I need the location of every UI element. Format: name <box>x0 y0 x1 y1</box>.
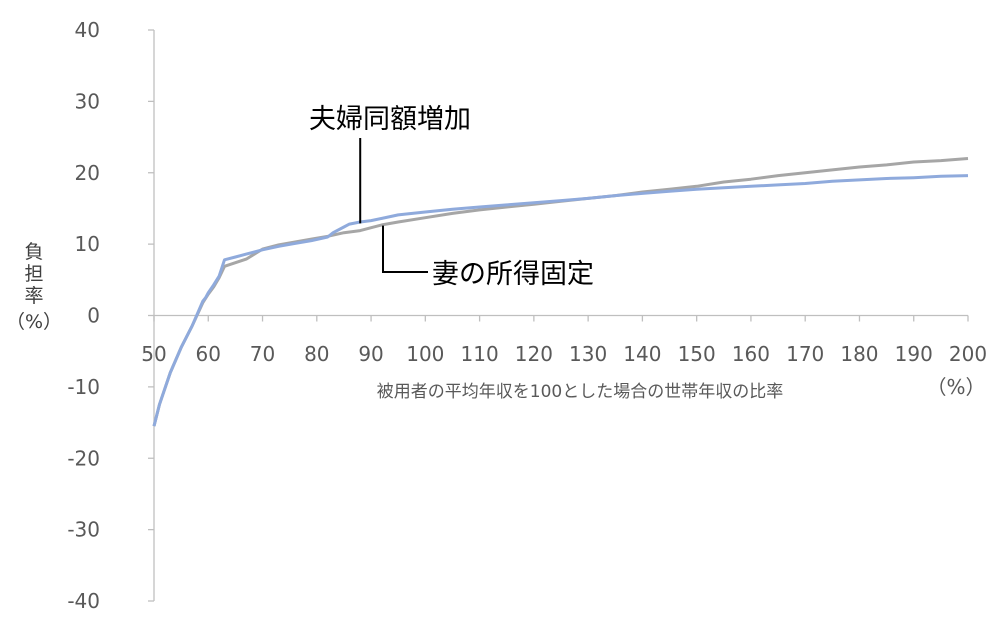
x-tick-label: 130 <box>569 342 607 366</box>
y-tick-label: -30 <box>67 518 100 542</box>
x-axis-title: 被用者の平均年収を100とした場合の世帯年収の比率 <box>377 382 783 402</box>
x-tick-label: 170 <box>786 342 824 366</box>
x-tick-label: 60 <box>196 342 221 366</box>
x-tick-label: 200 <box>949 342 987 366</box>
y-axis-label-char-1: 負 <box>24 241 43 263</box>
y-tick-label: 30 <box>75 89 100 113</box>
x-tick-label: 190 <box>895 342 933 366</box>
x-tick-label: 80 <box>304 342 329 366</box>
y-axis-label-char-3: 率 <box>24 285 43 307</box>
series-line-couple-equal <box>152 174 969 427</box>
y-axis-unit: （%） <box>6 311 62 333</box>
y-tick-label: -10 <box>67 375 100 399</box>
series-lines <box>152 157 969 427</box>
x-tick-label: 140 <box>623 342 661 366</box>
annotation-couple-equal: 夫婦同額増加 <box>309 104 471 135</box>
y-tick-label: -20 <box>67 446 100 470</box>
annotation-wife-fixed: 妻の所得固定 <box>432 259 594 290</box>
x-tick-label: 70 <box>250 342 275 366</box>
x-tick-label: 120 <box>515 342 553 366</box>
x-tick-label: 100 <box>406 342 444 366</box>
y-tick-label: 40 <box>75 18 100 42</box>
x-tick-label: 180 <box>840 342 878 366</box>
x-axis-unit: （%） <box>926 375 985 399</box>
x-tick-label: 50 <box>141 342 166 366</box>
y-tick-label: -40 <box>67 589 100 613</box>
x-tick-label: 160 <box>732 342 770 366</box>
y-tick-label: 20 <box>75 161 100 185</box>
annotation-leader-wife-fixed <box>382 225 428 273</box>
x-tick-label: 150 <box>678 342 716 366</box>
axes <box>148 29 969 602</box>
x-tick-label: 110 <box>461 342 499 366</box>
y-axis-label-char-2: 担 <box>24 263 43 285</box>
y-tick-label: 10 <box>75 232 100 256</box>
y-tick-label: 0 <box>87 304 100 328</box>
x-tick-label: 90 <box>358 342 383 366</box>
